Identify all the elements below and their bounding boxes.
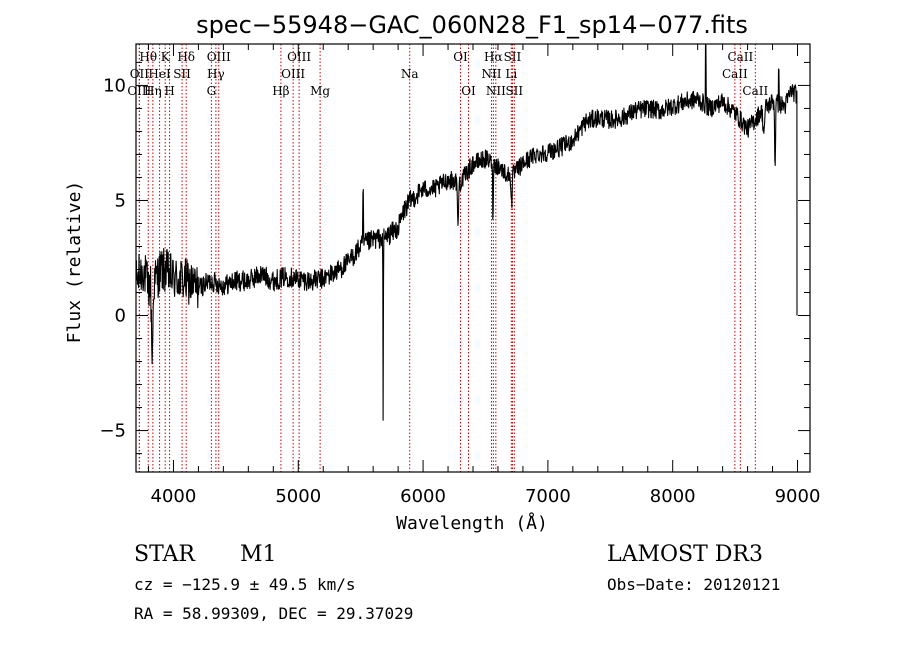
line-label: CaII bbox=[722, 67, 748, 81]
line-label-group: HθOIIOIIIHηHeIKHSIIHδGHγOIIIHβOIIIOIIIMg… bbox=[127, 50, 768, 98]
line-label: OII bbox=[130, 67, 150, 81]
line-label: HeI bbox=[148, 67, 171, 81]
line-label: Na bbox=[401, 67, 419, 81]
line-label: Hα bbox=[484, 50, 503, 64]
line-label: OIII bbox=[287, 50, 311, 64]
line-label: Hθ bbox=[139, 50, 157, 64]
line-label: H bbox=[164, 84, 174, 98]
x-axis-label: Wavelength (Å) bbox=[396, 512, 548, 534]
line-label: SII bbox=[505, 84, 523, 98]
survey-name: LAMOST DR3 bbox=[607, 542, 763, 567]
plot-title: spec−55948−GAC_060N28_F1_sp14−077.fits bbox=[196, 11, 748, 39]
line-label: Li bbox=[505, 67, 517, 81]
line-label: Mg bbox=[310, 84, 330, 98]
x-tick-label: 9000 bbox=[775, 486, 821, 507]
y-axis-ticks: −5 0 5 10 bbox=[99, 61, 810, 455]
line-label: NII bbox=[481, 67, 501, 81]
object-class: STAR bbox=[134, 542, 196, 567]
line-label: Hη bbox=[144, 84, 162, 98]
y-tick-label: −5 bbox=[99, 421, 126, 442]
x-tick-label: 8000 bbox=[650, 486, 696, 507]
x-tick-label: 4000 bbox=[151, 486, 197, 507]
x-tick-label: 6000 bbox=[400, 486, 446, 507]
line-label: NII bbox=[486, 84, 506, 98]
line-label: SII bbox=[173, 67, 191, 81]
x-tick-label: 5000 bbox=[275, 486, 321, 507]
line-label: CaII bbox=[727, 50, 753, 64]
line-label: K bbox=[161, 50, 171, 64]
y-tick-label: 0 bbox=[115, 306, 126, 327]
line-label: OIII bbox=[281, 67, 305, 81]
line-label: Hγ bbox=[207, 67, 225, 81]
object-subclass: M1 bbox=[240, 542, 277, 567]
line-label: OI bbox=[461, 84, 476, 98]
line-label: SII bbox=[504, 50, 522, 64]
line-label: OIII bbox=[127, 84, 151, 98]
line-label: OIII bbox=[207, 50, 231, 64]
y-axis-label: Flux (relative) bbox=[64, 181, 85, 344]
x-axis-ticks: 4000 5000 6000 7000 8000 9000 bbox=[147, 44, 821, 507]
line-label: CaII bbox=[742, 84, 768, 98]
x-tick-label: 7000 bbox=[525, 486, 571, 507]
spectrum-line bbox=[135, 43, 798, 421]
line-label: Hβ bbox=[272, 84, 289, 98]
y-tick-label: 5 bbox=[115, 190, 126, 211]
redshift-text: cz = −125.9 ± 49.5 km/s bbox=[134, 575, 356, 594]
line-label: G bbox=[207, 84, 217, 98]
line-label: OI bbox=[453, 50, 468, 64]
coordinates-text: RA = 58.99309, DEC = 29.37029 bbox=[134, 604, 413, 623]
obs-date-text: Obs−Date: 20120121 bbox=[607, 575, 780, 594]
y-tick-label: 10 bbox=[103, 75, 126, 96]
line-label: Hδ bbox=[177, 50, 195, 64]
